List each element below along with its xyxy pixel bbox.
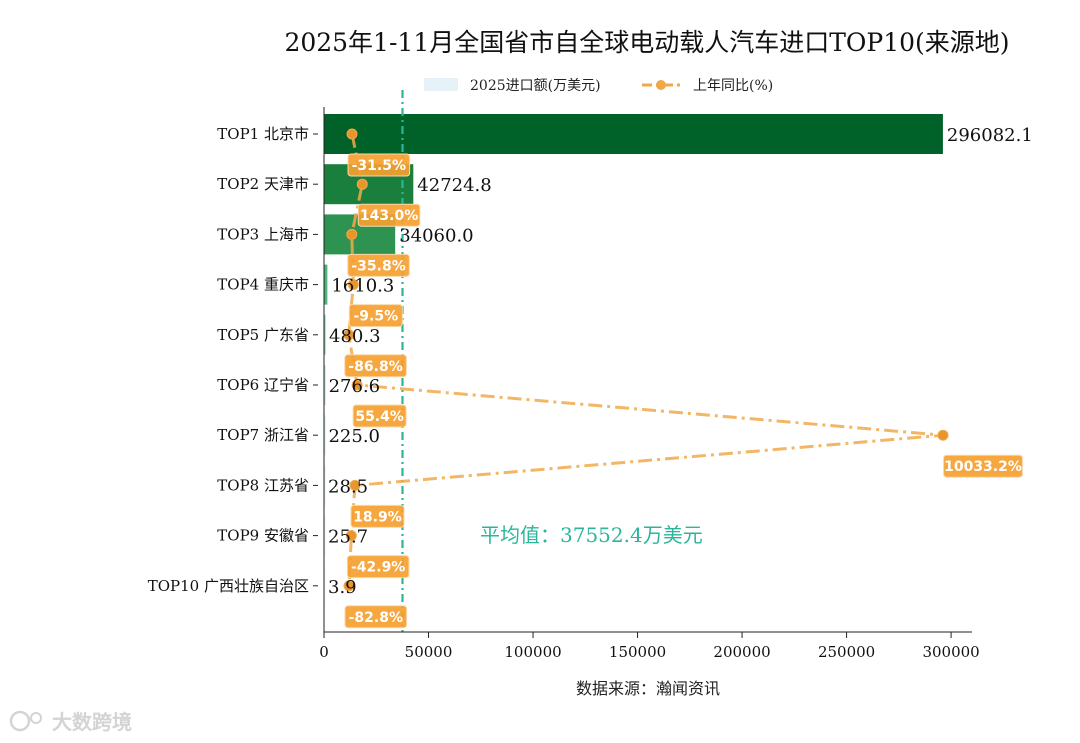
yoy-point	[343, 580, 355, 592]
yoy-point	[347, 279, 359, 291]
bar	[324, 314, 326, 355]
x-tick-label: 250000	[818, 643, 875, 661]
yoy-value-label: 18.9%	[353, 509, 402, 525]
bar	[324, 515, 326, 556]
yoy-label-box	[352, 404, 407, 428]
average-label: 平均值：37552.4万美元	[480, 523, 703, 547]
legend-bar-swatch	[424, 78, 458, 91]
yoy-point	[346, 128, 358, 140]
yoy-value-label: -86.8%	[348, 359, 402, 375]
category-label: TOP2 天津市	[217, 175, 309, 193]
yoy-point	[343, 329, 355, 341]
yoy-value-label: -82.8%	[349, 610, 403, 626]
yoy-point	[345, 530, 357, 542]
yoy-point	[349, 479, 361, 491]
yoy-value-label: -31.5%	[352, 158, 406, 174]
category-label: TOP6 辽宁省	[217, 376, 309, 394]
bar	[324, 465, 326, 506]
legend-line-marker	[656, 80, 666, 90]
x-tick-label: 0	[319, 643, 329, 661]
bar	[324, 264, 328, 305]
yoy-point	[356, 178, 368, 190]
bar	[324, 415, 326, 456]
bar-value-label: 296082.1	[947, 125, 1033, 146]
bar-value-label: 34060.0	[399, 225, 473, 246]
x-tick-label: 100000	[504, 643, 561, 661]
yoy-value-label: 10033.2%	[944, 459, 1022, 475]
yoy-label-box	[344, 605, 408, 629]
category-label: TOP4 重庆市	[217, 276, 309, 294]
bar-value-label: 3.9	[328, 577, 357, 598]
yoy-line	[347, 133, 944, 586]
x-axis-label: 数据来源：瀚闻资讯	[576, 679, 720, 698]
bar	[324, 365, 326, 405]
bar-value-label: 480.3	[329, 326, 381, 347]
x-tick-label: 300000	[922, 643, 979, 661]
watermark-icon	[9, 710, 31, 732]
yoy-point	[346, 228, 358, 240]
yoy-value-label: -42.9%	[351, 560, 405, 576]
yoy-value-label: 143.0%	[360, 208, 418, 224]
bar-value-label: 42724.8	[417, 175, 491, 196]
x-tick-label: 200000	[713, 643, 770, 661]
bar-value-label: 28.5	[328, 476, 368, 497]
yoy-label-box	[350, 504, 405, 528]
watermark-logo: 大数跨境	[9, 710, 132, 734]
bar	[324, 114, 943, 154]
yoy-label-box	[357, 203, 421, 227]
category-label: TOP8 江苏省	[217, 476, 309, 494]
watermark-text: 大数跨境	[52, 710, 132, 734]
yoy-value-label: -35.8%	[351, 258, 405, 274]
yoy-value-label: -9.5%	[353, 309, 398, 325]
legend-line-label: 上年同比(%)	[693, 78, 773, 94]
yoy-label-box	[344, 354, 407, 378]
legend: 2025进口额(万美元) 上年同比(%)	[424, 78, 773, 94]
category-label: TOP5 广东省	[217, 326, 309, 344]
category-label: TOP10 广西壮族自治区	[148, 577, 309, 595]
yoy-label-box	[346, 555, 410, 579]
yoy-value-label: 55.4%	[355, 409, 404, 425]
category-label: TOP3 上海市	[217, 225, 309, 243]
yoy-label-box	[347, 253, 410, 277]
yoy-label-box	[347, 153, 411, 177]
category-label: TOP9 安徽省	[217, 527, 309, 545]
yoy-label-box	[348, 304, 403, 328]
yoy-label-box	[943, 454, 1023, 478]
bar-value-label: 25.7	[328, 527, 368, 548]
x-tick-label: 50000	[405, 643, 453, 661]
yoy-point	[937, 429, 949, 441]
yoy-point	[351, 379, 363, 391]
category-label: TOP1 北京市	[217, 125, 309, 143]
bar-value-label: 276.6	[329, 376, 381, 397]
chart-title: 2025年1-11月全国省市自全球电动载人汽车进口TOP10(来源地)	[284, 28, 1009, 57]
x-tick-label: 150000	[609, 643, 666, 661]
category-label: TOP7 浙江省	[217, 426, 309, 444]
bar-value-label: 225.0	[328, 426, 380, 447]
bar-value-label: 1610.3	[331, 276, 394, 297]
legend-bar-label: 2025进口额(万美元)	[470, 78, 601, 94]
bar	[324, 565, 326, 606]
